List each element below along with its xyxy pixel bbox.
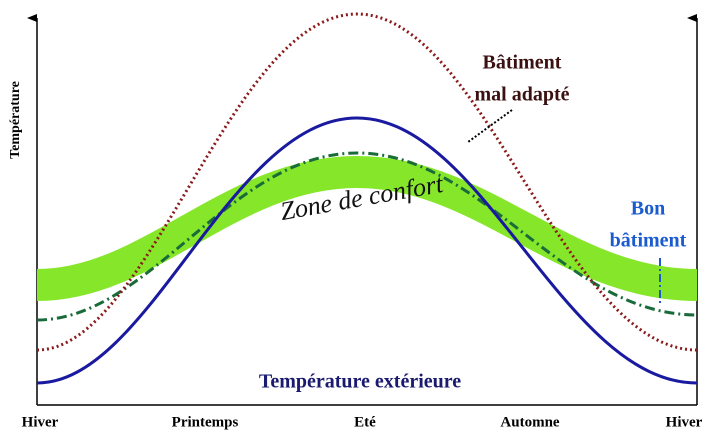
x-label: Eté (354, 414, 376, 430)
outdoor-label: Température extérieure (259, 371, 461, 393)
good-building-label: Bon (631, 198, 665, 220)
bad-building-curve (36, 12, 698, 352)
comfort-zone (36, 155, 698, 301)
bad-pointer (467, 109, 513, 143)
bad-building-label: Bâtiment (483, 52, 562, 74)
x-label: Automne (500, 414, 560, 430)
bad-building-label: mal adapté (475, 84, 570, 106)
x-label: Hiver (666, 414, 703, 430)
x-label: Hiver (22, 414, 59, 430)
good-building-label: bâtiment (610, 230, 687, 252)
x-label: Printemps (172, 414, 239, 430)
y-axis-label: Température (8, 81, 23, 159)
outdoor-curve (36, 116, 698, 385)
good-building-curve (36, 151, 698, 322)
